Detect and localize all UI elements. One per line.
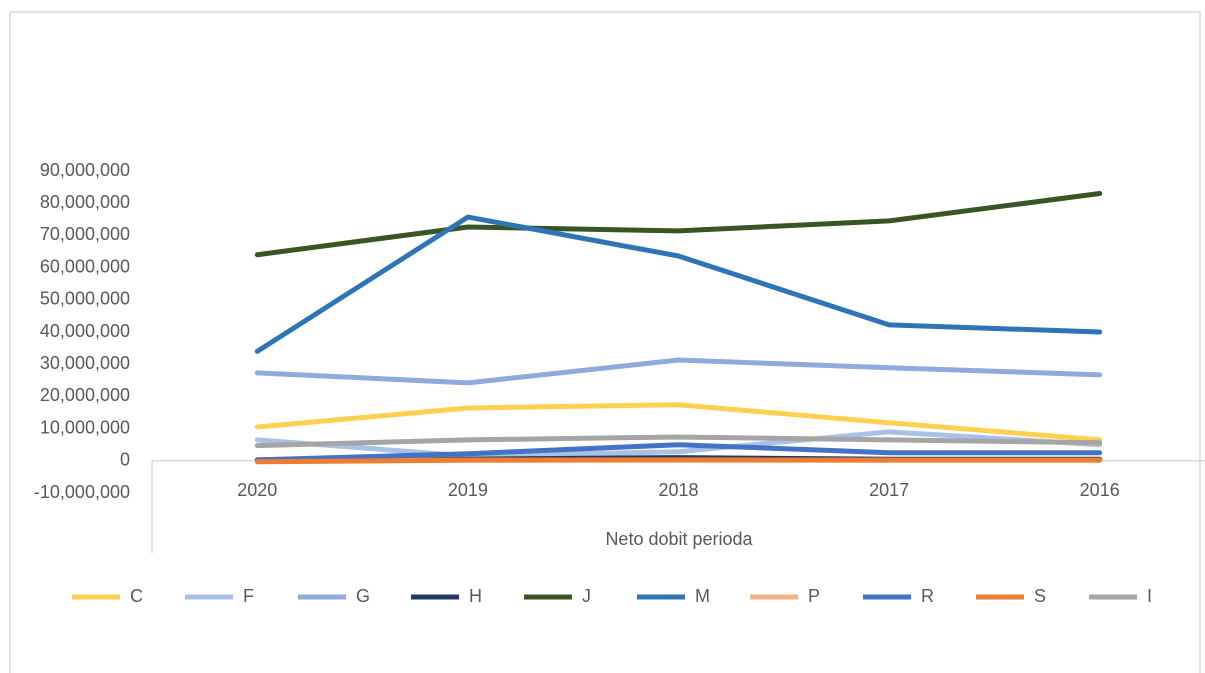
series-line: [254, 434, 1103, 449]
x-tick-label: 2019: [448, 480, 488, 500]
y-tick-label: 50,000,000: [40, 289, 130, 309]
y-tick-label: 60,000,000: [40, 256, 130, 276]
legend-label: I: [1147, 586, 1152, 606]
legend-label: G: [356, 586, 370, 606]
legend-label: C: [130, 586, 143, 606]
y-tick-label: -10,000,000: [34, 482, 130, 502]
legend-label: S: [1034, 586, 1046, 606]
y-tick-label: 30,000,000: [40, 353, 130, 373]
y-tick-label: 40,000,000: [40, 321, 130, 341]
x-tick-label: 2016: [1080, 480, 1120, 500]
y-tick-label: 10,000,000: [40, 417, 130, 437]
series-line: [254, 191, 1103, 258]
x-axis-title: Neto dobit perioda: [605, 529, 753, 549]
y-tick-label: 80,000,000: [40, 192, 130, 212]
series-line: [254, 457, 1103, 465]
legend-label: H: [469, 586, 482, 606]
legend-label: M: [695, 586, 710, 606]
legend-label: R: [921, 586, 934, 606]
y-tick-label: 0: [120, 450, 130, 470]
series-line: [254, 429, 1103, 459]
series-line: [254, 442, 1103, 463]
x-tick-label: 2020: [237, 480, 277, 500]
x-tick-label: 2017: [869, 480, 909, 500]
series-line: [254, 402, 1103, 443]
legend-label: F: [243, 586, 254, 606]
legend-label: J: [582, 586, 591, 606]
series-line: [254, 357, 1103, 386]
series-line: [254, 214, 1103, 354]
y-tick-label: 20,000,000: [40, 385, 130, 405]
x-tick-label: 2018: [658, 480, 698, 500]
legend-label: P: [808, 586, 820, 606]
y-tick-label: 90,000,000: [40, 160, 130, 180]
y-tick-label: 70,000,000: [40, 224, 130, 244]
chart-border: [9, 11, 1201, 673]
